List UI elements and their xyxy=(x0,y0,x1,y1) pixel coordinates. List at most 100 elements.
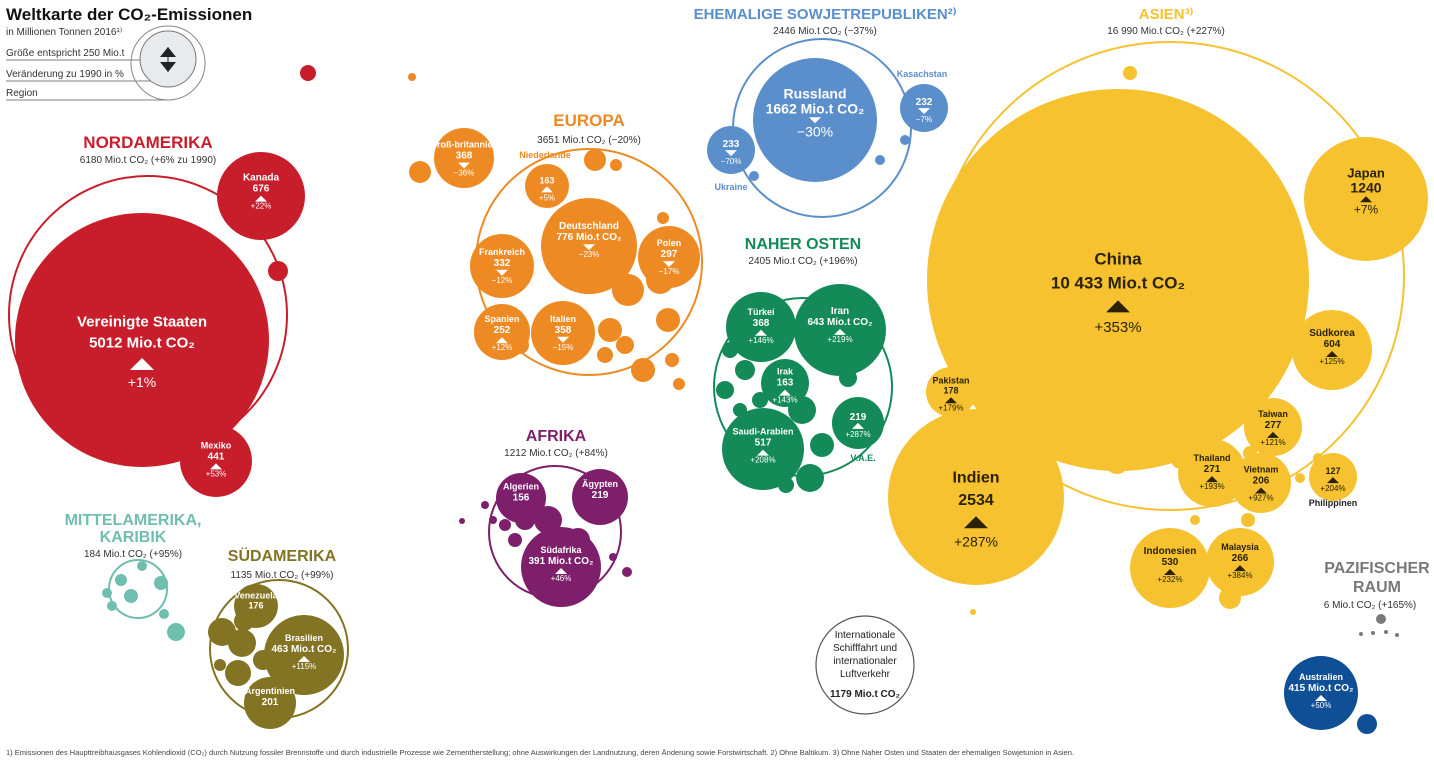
country-change: +125% xyxy=(1319,357,1344,366)
small-country-bubble xyxy=(716,381,734,399)
small-country-bubble xyxy=(1395,633,1399,637)
increase-triangle-icon xyxy=(1327,477,1339,484)
region-title: NAHER OSTEN xyxy=(745,236,861,253)
country-change: +179% xyxy=(938,403,963,412)
country-name: Russland xyxy=(783,85,846,101)
country-bubble xyxy=(234,584,278,628)
country-value: 368 xyxy=(456,151,473,162)
bubble-kasachstan: Kasachstan 232 −7% xyxy=(897,69,948,132)
country-name: Südafrika xyxy=(540,545,582,555)
increase-triangle-icon xyxy=(210,463,222,470)
country-change: −36% xyxy=(454,169,475,178)
country-value: 178 xyxy=(943,385,958,395)
country-bubble xyxy=(761,359,809,407)
region-suedamerika: SÜDAMERIKA 1135 Mio.t CO₂ (+99%) xyxy=(228,546,337,581)
country-value: 201 xyxy=(262,697,279,708)
country-bubble xyxy=(572,469,628,525)
small-country-bubble xyxy=(597,347,613,363)
international-bubble: Internationale Schifffahrt und internati… xyxy=(815,615,915,715)
decrease-triangle-icon xyxy=(725,150,737,157)
country-change: −7% xyxy=(916,115,932,124)
country-name: Japan xyxy=(1347,165,1385,180)
country-name: Frankreich xyxy=(479,247,525,257)
small-country-bubble xyxy=(810,433,834,457)
small-country-bubble xyxy=(665,353,679,367)
country-value: 358 xyxy=(555,325,572,336)
country-change: +384% xyxy=(1227,571,1252,580)
region-title: ASIEN³⁾ xyxy=(1139,6,1194,23)
country-change: +927% xyxy=(1248,494,1273,503)
country-name: Niederlande xyxy=(519,150,571,160)
country-bubble xyxy=(726,292,796,362)
small-country-bubble xyxy=(875,155,885,165)
bubble-china: China 10 433 Mio.t CO₂ +353% xyxy=(927,89,1309,471)
country-bubble xyxy=(180,425,252,497)
small-country-bubble xyxy=(102,588,112,598)
country-name: Vietnam xyxy=(1244,465,1279,475)
country-bubble xyxy=(1292,310,1372,390)
small-country-bubble xyxy=(300,65,316,81)
small-country-bubble xyxy=(489,516,497,524)
country-name: Polen xyxy=(657,238,682,248)
small-country-bubble xyxy=(1371,631,1375,635)
country-value: 10 433 Mio.t CO₂ xyxy=(1051,274,1185,293)
increase-triangle-icon xyxy=(1360,196,1372,203)
country-value: 219 xyxy=(850,412,867,423)
country-change: +193% xyxy=(1199,482,1224,491)
country-value: 297 xyxy=(661,249,678,260)
country-name: Vereinigte Staaten xyxy=(77,314,207,331)
country-name: Indien xyxy=(952,470,999,487)
bubble-philippinen: Philippinen 127 +204% xyxy=(1309,453,1357,508)
small-country-bubble xyxy=(598,318,622,342)
bubble-ukraine: Ukraine 233 −70% xyxy=(707,126,755,192)
country-value: 163 xyxy=(539,175,554,185)
region-title: NORDAMERIKA xyxy=(83,133,212,152)
country-change: +208% xyxy=(750,456,775,465)
country-value: 5012 Mio.t CO₂ xyxy=(89,335,195,352)
country-change: +287% xyxy=(845,430,870,439)
small-country-bubble xyxy=(459,518,465,524)
country-name: Australien xyxy=(1299,672,1343,682)
small-country-bubble xyxy=(796,464,824,492)
region-pazifik: PAZIFISCHER RAUM 6 Mio.t CO₂ (+165%) xyxy=(1324,560,1430,611)
country-bubble xyxy=(531,301,595,365)
country-bubble xyxy=(1178,439,1246,507)
small-country-bubble xyxy=(631,358,655,382)
increase-triangle-icon xyxy=(1234,565,1246,572)
small-country-bubble xyxy=(657,212,669,224)
country-name: Thailand xyxy=(1193,453,1230,463)
country-name: Iran xyxy=(831,306,849,317)
increase-triangle-icon xyxy=(1255,487,1267,494)
country-name: Kanada xyxy=(243,173,280,184)
country-bubble xyxy=(1309,453,1357,501)
country-name: Irak xyxy=(777,367,794,377)
increase-triangle-icon xyxy=(779,389,791,396)
region-total: 2405 Mio.t CO₂ (+196%) xyxy=(748,256,857,267)
country-name: Groß-britannien xyxy=(430,140,498,150)
region-nahost: NAHER OSTEN 2405 Mio.t CO₂ (+196%) xyxy=(745,236,861,267)
country-name: Ägypten xyxy=(582,479,618,489)
region-nordamerika: NORDAMERIKA 6180 Mio.t CO₂ (+6% zu 1990) xyxy=(80,133,216,166)
country-bubble xyxy=(1130,528,1210,608)
country-change: +287% xyxy=(954,534,998,550)
region-title: SÜDAMERIKA xyxy=(228,546,337,565)
increase-triangle-icon xyxy=(1106,300,1130,313)
small-country-bubble xyxy=(159,609,169,619)
region-total: 16 990 Mio.t CO₂ (+227%) xyxy=(1107,26,1225,37)
country-name: Argentinien xyxy=(245,686,295,696)
bubble-niederlande: Niederlande 163 +5% xyxy=(519,150,571,208)
country-value: 643 Mio.t CO₂ xyxy=(807,317,872,328)
region-asien: ASIEN³⁾ 16 990 Mio.t CO₂ (+227%) xyxy=(1107,6,1225,37)
country-value: 271 xyxy=(1204,464,1221,475)
